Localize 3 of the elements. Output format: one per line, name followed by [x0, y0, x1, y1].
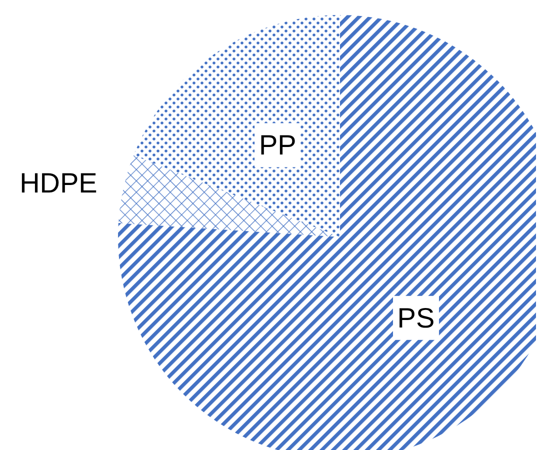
slice-label: PS [397, 302, 435, 334]
slice-label: HDPE [20, 167, 98, 198]
slice-label: PP [258, 130, 296, 161]
